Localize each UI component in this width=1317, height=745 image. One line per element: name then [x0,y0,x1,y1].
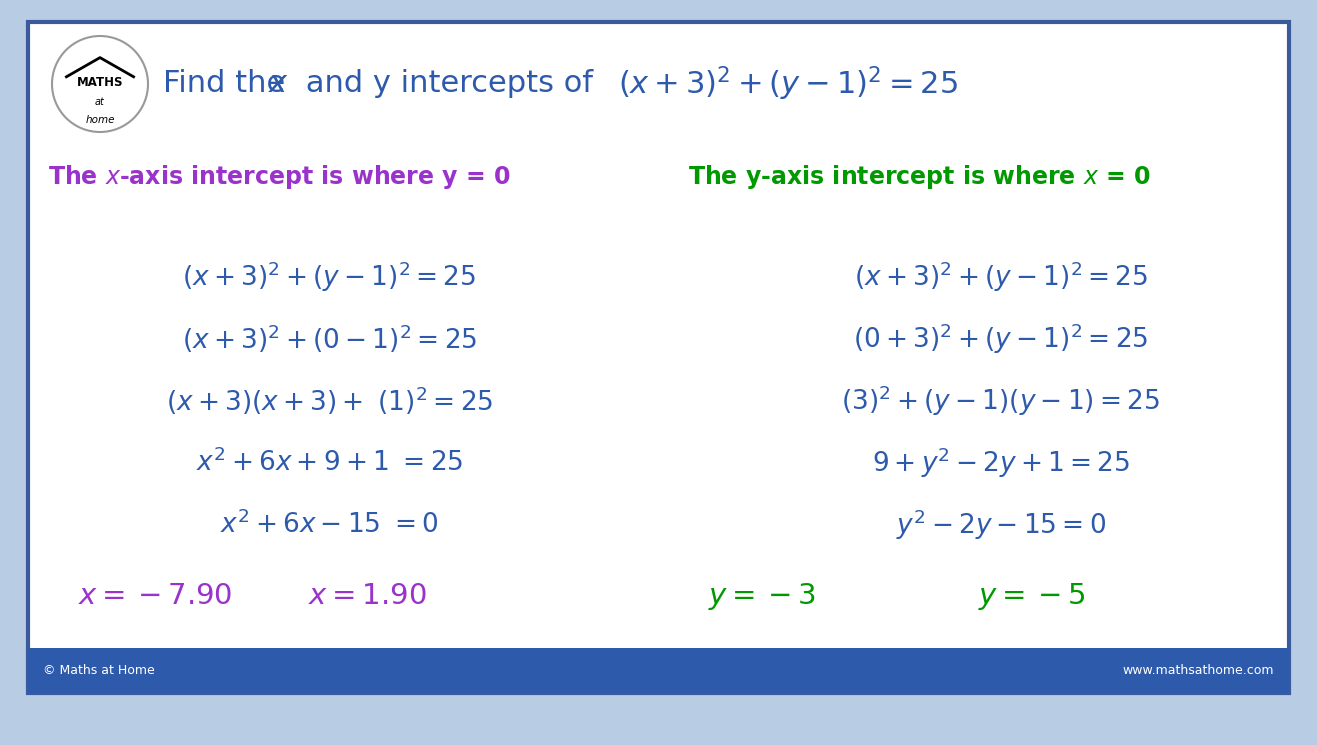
Text: $(x + 3)^2 + (0 - 1)^2 = 25$: $(x + 3)^2 + (0 - 1)^2 = 25$ [182,323,477,355]
Text: and y intercepts of: and y intercepts of [296,69,603,98]
Text: MATHS: MATHS [76,75,124,89]
Text: $(x + 3)^2 + (y - 1)^2 = 25$: $(x + 3)^2 + (y - 1)^2 = 25$ [853,260,1148,294]
Text: www.mathsathome.com: www.mathsathome.com [1122,664,1274,677]
Text: home: home [86,115,115,125]
Text: $x^2 + 6x + 9 + 1 \ = 25$: $x^2 + 6x + 9 + 1 \ = 25$ [196,448,462,478]
Text: The y-axis intercept is where $x$ = 0: The y-axis intercept is where $x$ = 0 [689,163,1151,191]
Text: $y = -3$: $y = -3$ [709,580,817,612]
Text: $9 + y^2 - 2y + 1 = 25$: $9 + y^2 - 2y + 1 = 25$ [872,446,1130,481]
Circle shape [51,36,148,132]
Text: $(3)^2 +(y - 1)(y - 1) = 25$: $(3)^2 +(y - 1)(y - 1) = 25$ [842,384,1160,418]
Bar [28,648,1289,693]
Text: $x = 1.90$: $x = 1.90$ [308,582,427,610]
Text: $x^2 + 6x - 15 \ = 0$: $x^2 + 6x - 15 \ = 0$ [220,511,439,539]
FancyBboxPatch shape [28,22,1289,693]
Text: $(x + 3)^2 + (y - 1)^2 = 25$: $(x + 3)^2 + (y - 1)^2 = 25$ [618,65,957,104]
Text: $x = -7.90$: $x = -7.90$ [78,582,232,610]
Text: $y^2 - 2y - 15 = 0$: $y^2 - 2y - 15 = 0$ [896,508,1106,542]
Text: $x$: $x$ [267,69,290,98]
Text: $y = -5$: $y = -5$ [979,580,1087,612]
Text: © Maths at Home: © Maths at Home [43,664,155,677]
Text: $(0 + 3)^2 + (y - 1)^2 = 25$: $(0 + 3)^2 + (y - 1)^2 = 25$ [853,322,1148,356]
Text: Find the: Find the [163,69,295,98]
Text: $(x + 3)^2 + (y - 1)^2 = 25$: $(x + 3)^2 + (y - 1)^2 = 25$ [182,260,477,294]
Text: at: at [95,97,105,107]
Text: $(x + 3)(x + 3) + \ (1)^2 = 25$: $(x + 3)(x + 3) + \ (1)^2 = 25$ [166,384,493,417]
Text: The $x$-axis intercept is where y = 0: The $x$-axis intercept is where y = 0 [47,163,511,191]
